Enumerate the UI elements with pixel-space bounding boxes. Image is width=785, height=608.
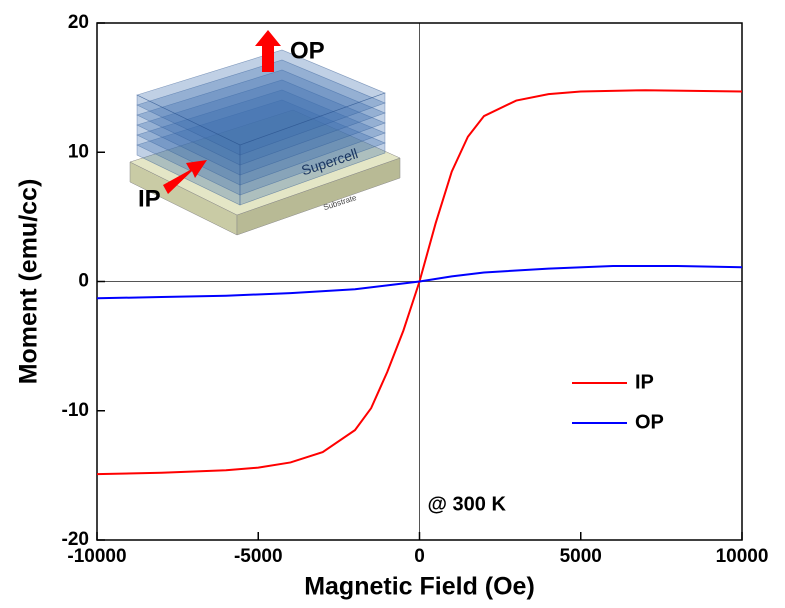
y-tick-label: 20 <box>68 12 89 33</box>
annotation: @ 300 K <box>428 493 507 515</box>
ip-label: IP <box>138 185 161 212</box>
y-tick-label: 10 <box>68 141 89 162</box>
legend-label: OP <box>635 411 664 433</box>
y-axis-label: Moment (emu/cc) <box>15 179 43 385</box>
x-tick-label: 10000 <box>716 546 769 567</box>
x-tick-label: 0 <box>414 546 425 567</box>
x-tick-label: -5000 <box>234 546 283 567</box>
legend-label: IP <box>635 371 654 393</box>
y-tick-label: 0 <box>78 271 89 292</box>
x-tick-label: 5000 <box>560 546 602 567</box>
y-tick-label: -10 <box>62 400 89 421</box>
x-axis-label: Magnetic Field (Oe) <box>304 573 535 601</box>
chart: Supercell Substrate OP IP -10000-5000050… <box>0 0 785 608</box>
op-label: OP <box>290 37 325 64</box>
y-tick-label: -20 <box>62 529 89 550</box>
inset: Supercell Substrate OP IP <box>130 30 400 235</box>
